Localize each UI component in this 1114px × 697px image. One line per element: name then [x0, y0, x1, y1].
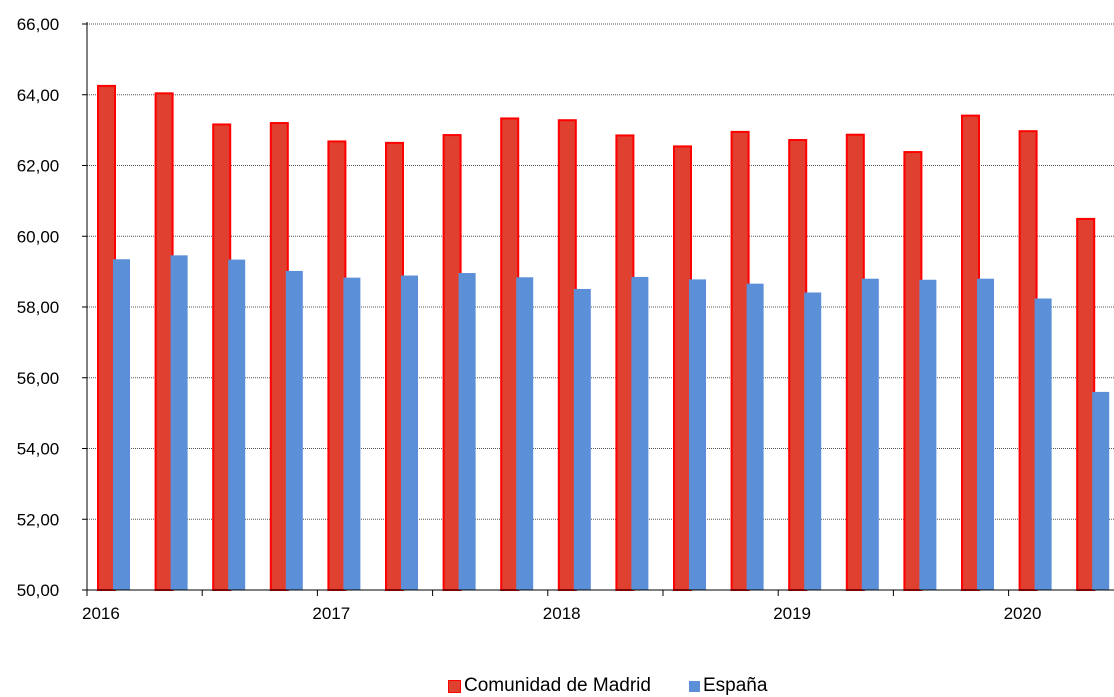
legend: Comunidad de Madrid España: [448, 676, 767, 696]
y-tick-label: 56,00: [17, 369, 60, 388]
x-tick-label: 2019: [773, 604, 811, 623]
bar-madrid: [1018, 130, 1038, 591]
bar-espana: [228, 259, 246, 590]
bar-espana: [516, 277, 534, 590]
y-tick-label: 66,00: [17, 15, 60, 34]
bar-espana: [631, 276, 649, 590]
bar-madrid: [327, 140, 347, 591]
bar-madrid: [97, 84, 116, 591]
y-tick-label: 64,00: [17, 86, 60, 105]
y-tick-label: 58,00: [17, 298, 60, 317]
bar-madrid: [500, 117, 520, 591]
bar-espana: [804, 292, 822, 590]
bar-madrid: [442, 134, 462, 591]
x-tick-label: 2018: [543, 604, 581, 623]
legend-label-madrid: Comunidad de Madrid: [464, 675, 651, 696]
bar-espana: [689, 279, 706, 590]
bar-madrid: [673, 145, 692, 592]
bar-chart: 50,00 52,00 54,00 56,00 58,00 60,00 62,00 64,00…: [17, 15, 1114, 623]
bar-madrid: [1076, 217, 1096, 591]
bar-espana: [343, 277, 361, 590]
y-tick-label: 54,00: [17, 440, 60, 459]
y-tick-label: 60,00: [17, 227, 60, 246]
bar-madrid: [615, 134, 635, 591]
bar-madrid: [961, 114, 980, 591]
bar-espana: [458, 273, 476, 590]
y-tick-label: 52,00: [17, 510, 60, 529]
y-tick-label: 50,00: [17, 581, 60, 600]
legend-item-espana: España: [688, 675, 768, 696]
bar-espana: [919, 279, 937, 590]
bar-madrid: [385, 141, 404, 592]
bar-madrid: [730, 130, 750, 592]
bar-madrid: [557, 119, 577, 591]
legend-item-madrid: Comunidad de Madrid: [448, 676, 651, 696]
bar-madrid: [845, 133, 865, 591]
bar-espana: [1092, 391, 1110, 590]
bar-madrid: [212, 123, 232, 591]
bar-espana: [861, 278, 879, 590]
bar-espana: [1034, 298, 1052, 590]
bar-espana: [977, 278, 994, 590]
bar-espana: [401, 275, 418, 590]
x-tick-label: 2017: [312, 604, 350, 623]
bar-espana: [113, 259, 130, 590]
legend-label-espana: España: [702, 675, 768, 696]
legend-swatch-espana: [688, 680, 700, 692]
legend-swatch-madrid: [448, 679, 461, 693]
bar-madrid: [903, 151, 923, 591]
bar-madrid: [269, 122, 289, 592]
bar-espana: [573, 288, 591, 590]
x-tick-label: 2016: [82, 604, 120, 623]
bar-madrid: [154, 92, 174, 592]
y-tick-label: 62,00: [17, 157, 60, 176]
bar-espana: [170, 255, 188, 591]
bar-espana: [746, 283, 764, 590]
bar-espana: [285, 270, 303, 590]
bar-madrid: [788, 139, 808, 591]
x-tick-label: 2020: [1004, 604, 1042, 623]
